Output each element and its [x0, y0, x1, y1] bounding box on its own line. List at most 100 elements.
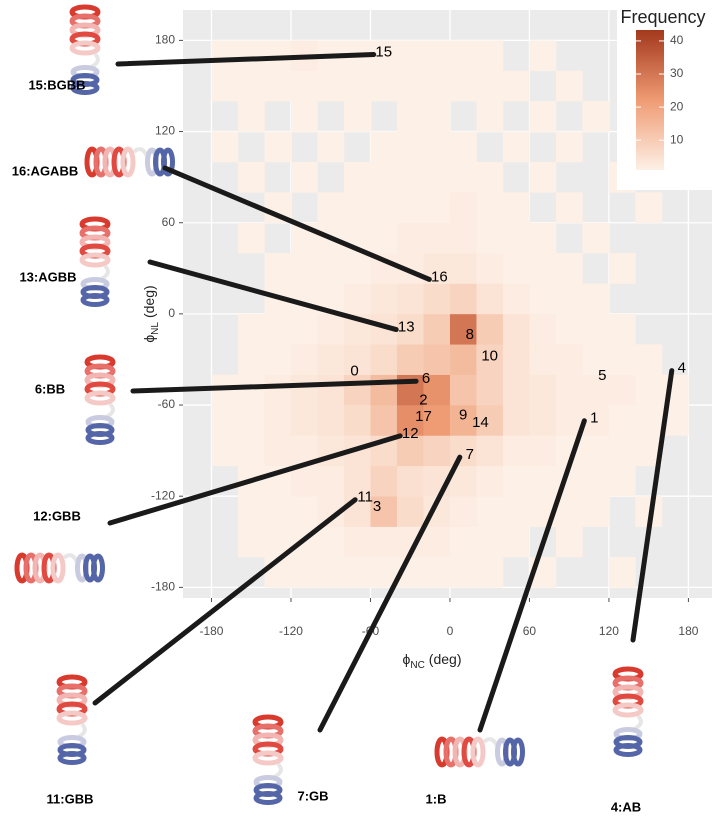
heat-cell: [476, 313, 504, 345]
helix-icon: [69, 4, 101, 95]
heat-cell: [237, 70, 265, 102]
heat-cell: [476, 101, 504, 132]
heat-cell: [449, 496, 477, 527]
heat-cell: [502, 131, 530, 163]
heat-cell: [396, 405, 424, 436]
heat-cell: [582, 496, 610, 527]
heat-cell: [608, 344, 636, 375]
heat-cell: [476, 405, 504, 436]
heat-cell: [529, 313, 557, 345]
heat-cell: [317, 465, 345, 497]
structure-label: 7:GB: [297, 788, 328, 803]
heat-cell: [211, 131, 239, 163]
heat-cell: [343, 374, 371, 406]
y-tick-label: 0: [168, 306, 175, 320]
heat-cell: [396, 40, 424, 72]
heat-cell: [449, 556, 477, 588]
heat-cell: [370, 374, 398, 406]
heat-cell: [582, 222, 610, 254]
heat-cell: [317, 374, 345, 406]
x-axis-label: ϕNC (deg): [403, 651, 462, 671]
colorbar-label: 30: [670, 66, 684, 80]
heat-cell: [264, 70, 292, 102]
helix-turn: [50, 552, 66, 584]
cluster-label: 12: [402, 425, 419, 442]
y-tick-label: 180: [155, 33, 175, 47]
cluster-label: 10: [481, 347, 498, 364]
heat-cell: [343, 161, 371, 193]
heat-cell: [343, 556, 371, 588]
heat-cell: [423, 161, 451, 193]
heat-cell: [396, 101, 424, 132]
heat-cell: [476, 192, 504, 224]
cluster-label: 11: [357, 489, 373, 506]
heat-cell: [529, 374, 557, 406]
heat-cell: [343, 405, 371, 436]
heat-cell: [290, 465, 318, 497]
heat-cell: [449, 161, 477, 193]
heat-cell: [449, 222, 477, 254]
heat-cell: [343, 101, 371, 132]
structure-label: 1:B: [426, 791, 447, 806]
heat-cell: [264, 131, 292, 163]
heat-cell: [370, 283, 398, 315]
heat-cell: [211, 40, 239, 72]
heat-cell: [423, 131, 451, 163]
heat-cell: [555, 283, 583, 315]
heat-cell: [476, 465, 504, 497]
heat-cell: [423, 556, 451, 588]
helix-turn: [91, 553, 105, 583]
cluster-label: 7: [466, 446, 474, 463]
structure-label: 16:AGABB: [12, 163, 78, 178]
heat-cell: [237, 161, 265, 193]
y-tick-label: 120: [155, 124, 175, 138]
heat-cell: [502, 192, 530, 224]
heat-cell: [290, 253, 318, 284]
heat-cell: [476, 556, 504, 588]
heat-cell: [582, 344, 610, 375]
heat-cell: [449, 313, 477, 345]
helix-turn: [252, 750, 284, 766]
heat-cell: [476, 435, 504, 467]
helix-turn: [56, 710, 88, 726]
heat-cell: [264, 405, 292, 436]
heat-cell: [555, 344, 583, 375]
heat-cell: [343, 465, 371, 497]
heat-cell: [608, 253, 636, 284]
y-tick-label: -120: [151, 488, 175, 502]
heat-cell: [529, 435, 557, 467]
heat-cell: [608, 313, 636, 345]
heat-cell: [555, 192, 583, 224]
heat-cell: [423, 405, 451, 436]
heat-cell: [529, 465, 557, 497]
legend-box: [617, 0, 712, 190]
heat-cell: [423, 222, 451, 254]
helix-turn: [85, 431, 115, 445]
helix-turn: [80, 293, 110, 307]
x-tick-label: -120: [279, 624, 303, 638]
axis-label-part: ϕ: [403, 651, 411, 667]
heat-cell: [264, 313, 292, 345]
helix-icon: [56, 674, 88, 765]
heat-cell: [529, 101, 557, 132]
heat-cell: [264, 344, 292, 375]
colorbar-label: 40: [670, 33, 684, 47]
colorbar: [636, 30, 664, 170]
heat-cell: [476, 70, 504, 102]
structure-label: 13:AGBB: [19, 269, 76, 284]
heat-cell: [211, 435, 239, 467]
heat-cell: [317, 344, 345, 375]
heat-cell: [582, 101, 610, 132]
cluster-label: 4: [678, 360, 686, 377]
heat-cell: [264, 253, 292, 284]
x-tick-label: 180: [678, 624, 698, 638]
structure-label: 6:BB: [35, 381, 65, 396]
heat-cell: [237, 405, 265, 436]
heat-cell: [343, 526, 371, 558]
heat-cell: [343, 283, 371, 315]
heat-cell: [423, 344, 451, 375]
heat-cell: [502, 526, 530, 558]
heat-cell: [396, 435, 424, 467]
heat-cell: [502, 374, 530, 406]
helix-turn: [84, 390, 116, 406]
